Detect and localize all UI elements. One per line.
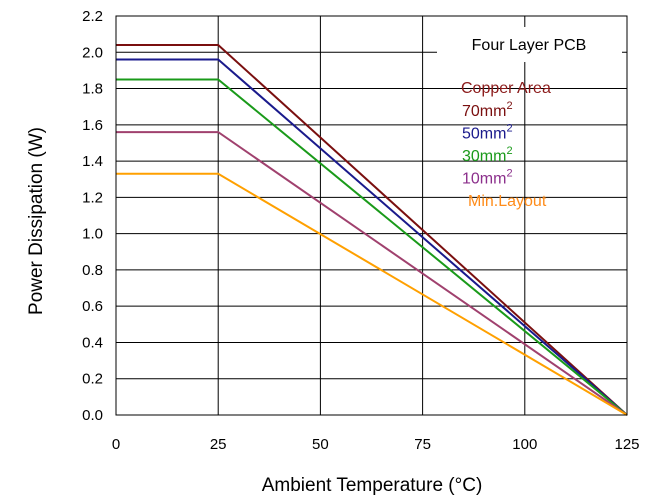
legend-title: Four Layer PCB	[472, 37, 587, 54]
legend-entry-superscript: 2	[506, 100, 512, 112]
y-tick-label: 0.2	[82, 371, 103, 388]
y-tick-label: 2.2	[82, 8, 103, 25]
y-tick-label: 0.0	[82, 407, 103, 424]
series-lines	[116, 44, 628, 416]
y-tick-label: 1.6	[82, 117, 103, 134]
y-tick-labels: 0.0 0.2 0.4 0.6 0.8 1.0 1.2 1.4 1.6 1.8 2.0 2.2	[82, 8, 103, 424]
y-tick-label: 1.8	[82, 81, 103, 98]
y-tick-label: 1.0	[82, 226, 103, 243]
legend-subtitle: Copper Area	[461, 80, 551, 97]
series-line	[116, 44, 628, 416]
y-tick-label: 1.4	[82, 153, 103, 170]
legend: Four Layer PCB Copper Area 70mm2 50mm230m…	[437, 27, 622, 210]
x-tick-label: 50	[312, 436, 329, 453]
series-line	[116, 58, 628, 416]
x-tick-label: 0	[112, 436, 120, 453]
legend-entry-superscript: 2	[506, 168, 512, 180]
plot-frame	[115, 15, 628, 416]
legend-entry: 30mm2	[462, 145, 513, 165]
x-tick-label: 100	[512, 436, 537, 453]
series-line	[116, 131, 628, 416]
legend-entry-superscript: 2	[506, 145, 512, 157]
y-tick-label: 1.2	[82, 189, 103, 206]
x-tick-label: 25	[210, 436, 227, 453]
legend-entry: 10mm2	[462, 168, 513, 188]
series-line	[116, 78, 628, 416]
y-tick-label: 0.8	[82, 262, 103, 279]
legend-entry: Min.Layout	[468, 193, 547, 210]
x-tick-label: 75	[414, 436, 431, 453]
series-line	[116, 172, 628, 416]
y-tick-label: 0.6	[82, 298, 103, 315]
y-tick-label: 2.0	[82, 44, 103, 61]
x-tick-label: 125	[614, 436, 639, 453]
grid-lines	[115, 15, 628, 416]
x-tick-labels: 0 25 50 75 100 125	[112, 436, 640, 453]
legend-entry: 50mm2	[462, 123, 513, 143]
legend-box	[437, 27, 622, 62]
x-axis-label: Ambient Temperature (°C)	[262, 475, 483, 496]
y-tick-label: 0.4	[82, 334, 103, 351]
y-axis-label: Power Dissipation (W)	[26, 127, 47, 315]
legend-entry: 70mm2	[462, 100, 513, 120]
legend-entry-superscript: 2	[506, 123, 512, 135]
